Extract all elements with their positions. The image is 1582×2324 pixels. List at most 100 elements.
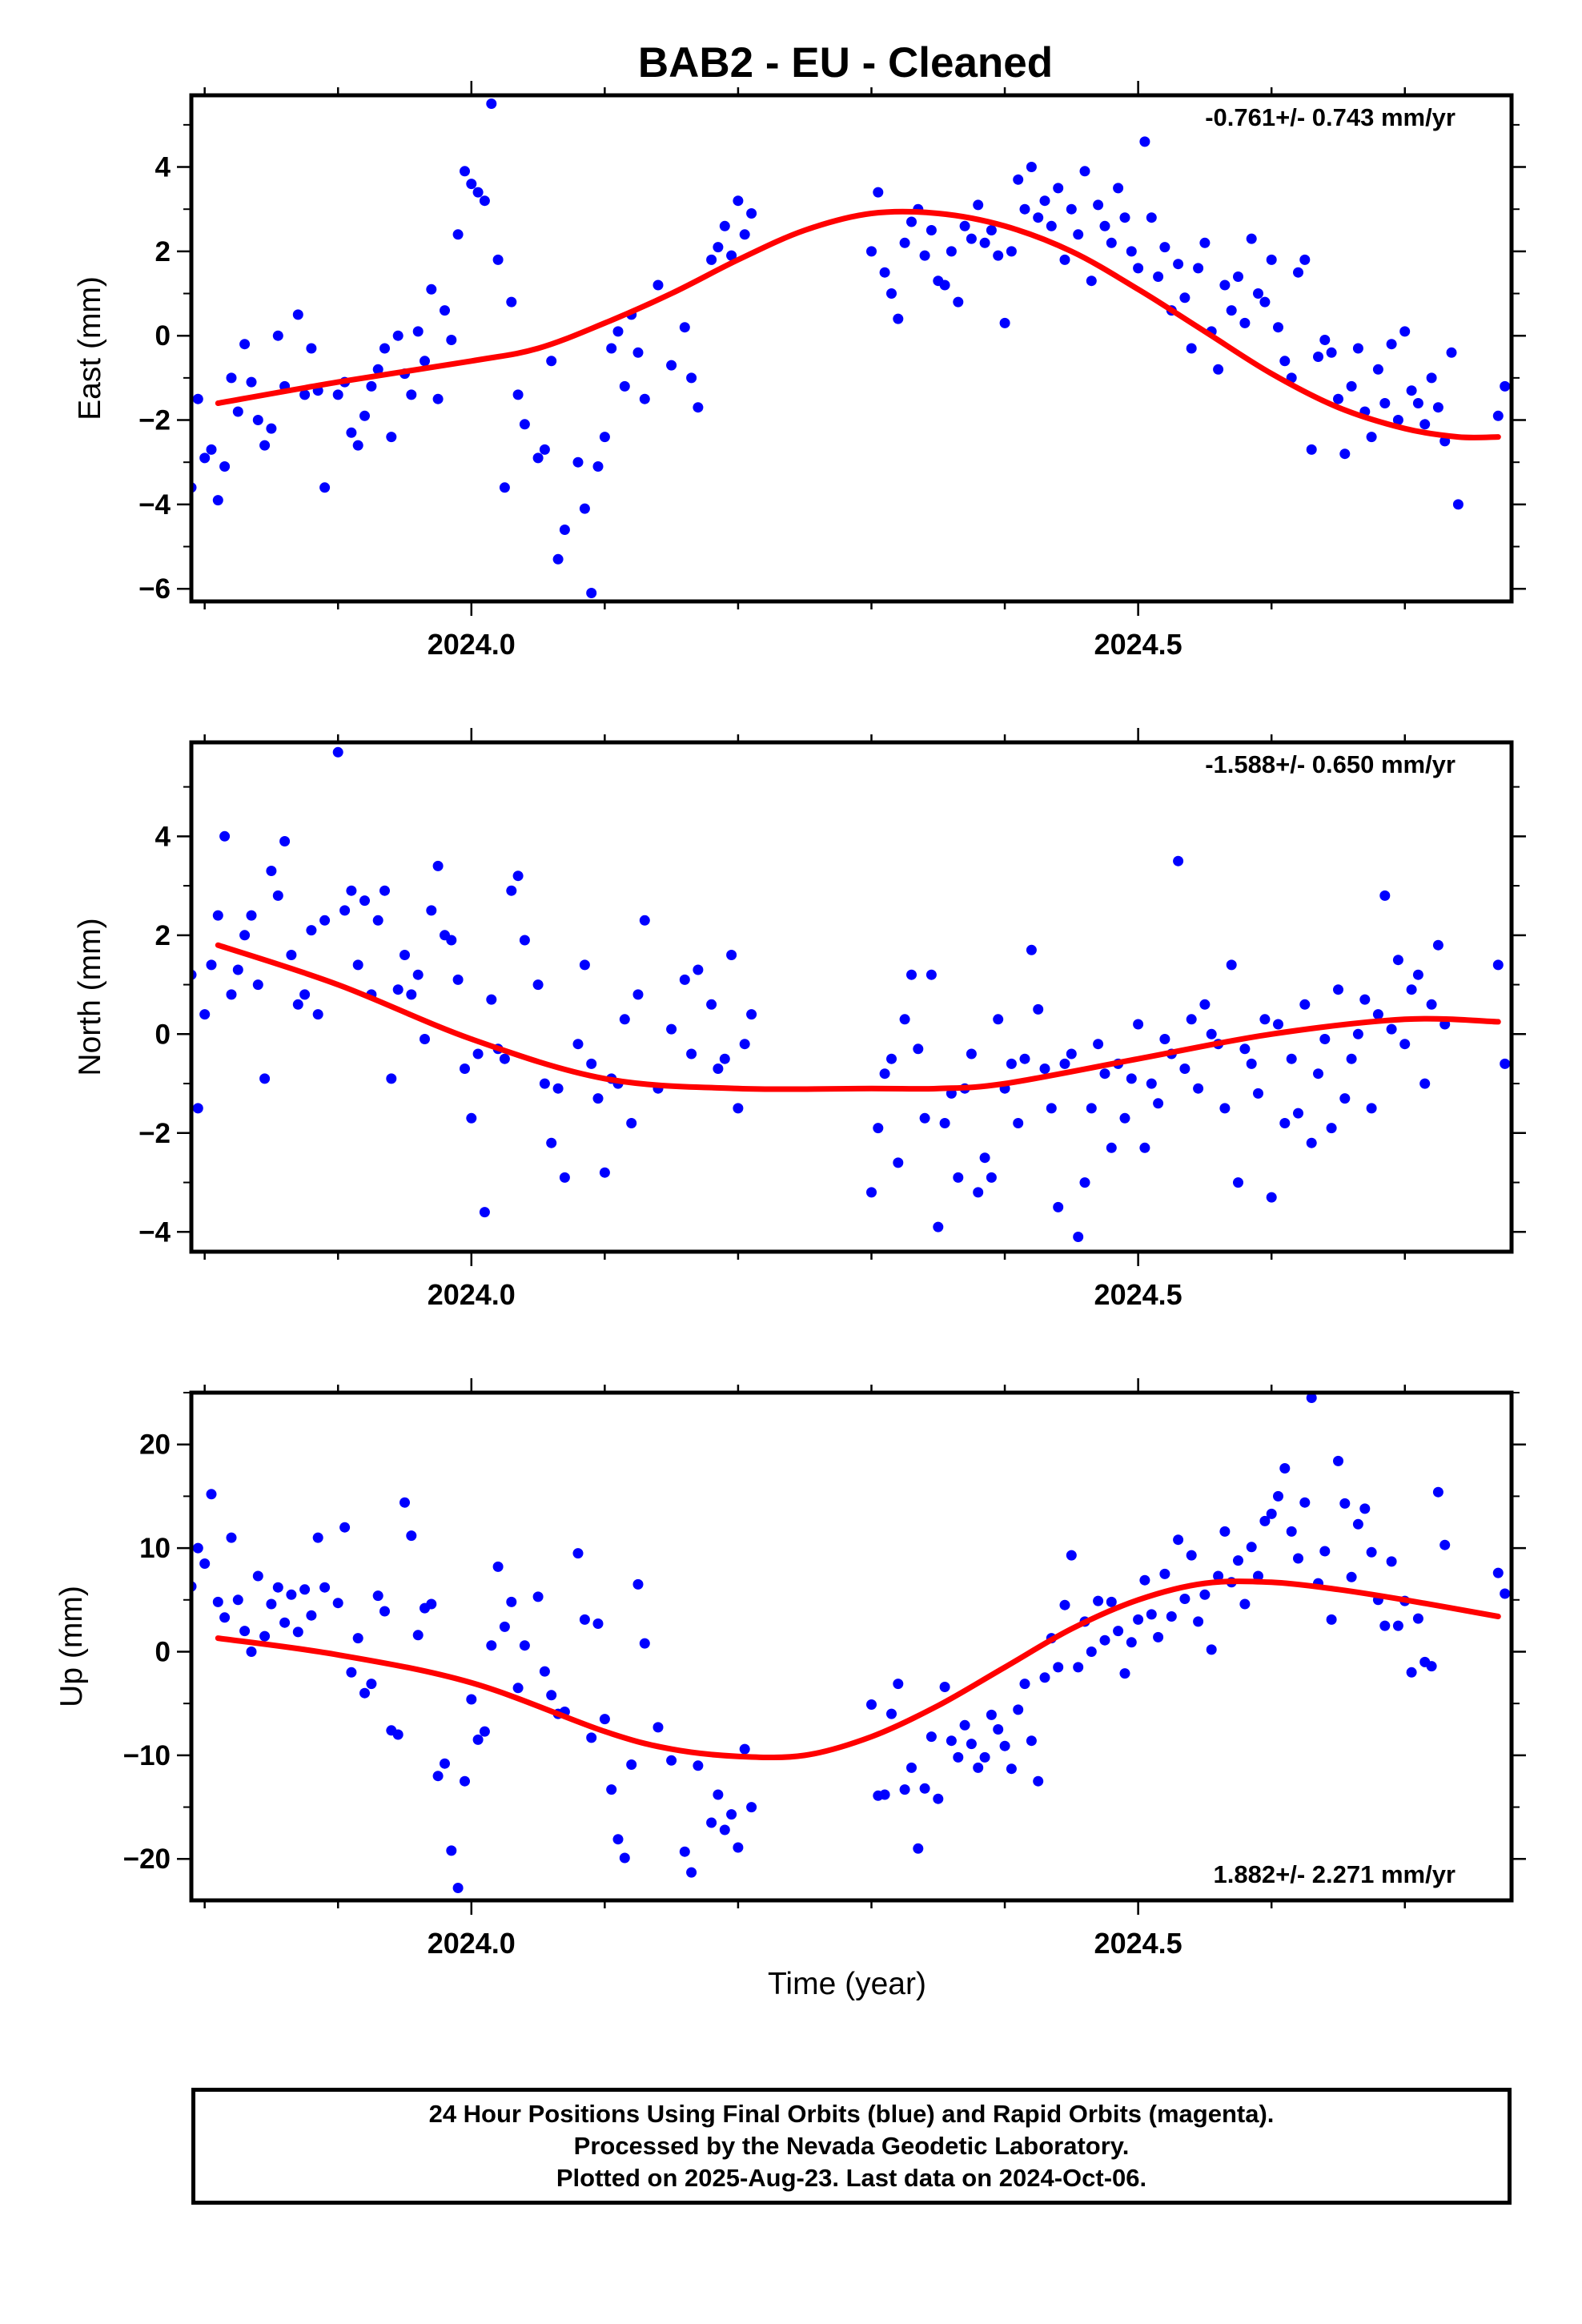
data-point bbox=[726, 950, 737, 960]
data-point bbox=[939, 1118, 950, 1128]
data-point bbox=[239, 1626, 251, 1637]
data-point bbox=[292, 309, 303, 320]
data-point bbox=[440, 1758, 450, 1769]
data-point bbox=[499, 1053, 510, 1064]
footer-line-3: Plotted on 2025-Aug-23. Last data on 202… bbox=[556, 2164, 1147, 2192]
data-point bbox=[632, 989, 644, 1000]
data-point bbox=[1266, 254, 1277, 265]
data-point bbox=[946, 1735, 957, 1747]
data-point bbox=[1412, 398, 1423, 408]
data-point bbox=[306, 1610, 317, 1621]
data-point bbox=[719, 220, 730, 231]
data-point bbox=[586, 1732, 597, 1743]
data-point bbox=[1059, 1058, 1070, 1069]
data-point bbox=[632, 1578, 644, 1590]
data-point bbox=[1306, 444, 1317, 455]
data-point bbox=[1313, 352, 1323, 362]
data-point bbox=[506, 885, 517, 896]
data-point bbox=[339, 905, 351, 916]
data-point bbox=[1372, 364, 1383, 375]
data-point bbox=[1039, 195, 1050, 207]
data-point bbox=[1326, 347, 1337, 358]
data-point bbox=[1039, 1063, 1050, 1074]
data-point bbox=[639, 915, 650, 926]
data-point bbox=[192, 1542, 203, 1554]
data-point bbox=[412, 326, 424, 337]
data-point bbox=[1066, 1048, 1077, 1059]
data-point bbox=[539, 444, 550, 455]
data-point bbox=[479, 1207, 490, 1218]
data-point bbox=[486, 99, 497, 109]
data-point bbox=[1093, 199, 1104, 211]
data-point bbox=[1213, 364, 1224, 375]
data-point bbox=[1352, 1028, 1363, 1039]
y-tick-label: −2 bbox=[139, 1118, 171, 1149]
data-point bbox=[352, 959, 363, 971]
data-point bbox=[1366, 1546, 1377, 1558]
data-point bbox=[272, 890, 283, 901]
data-point bbox=[1500, 1588, 1511, 1599]
data-point bbox=[1233, 1177, 1243, 1188]
data-point bbox=[440, 305, 450, 316]
data-point bbox=[879, 1068, 890, 1080]
data-point bbox=[1113, 1626, 1124, 1637]
data-point bbox=[306, 925, 317, 936]
data-point bbox=[446, 335, 457, 345]
data-point bbox=[1253, 1570, 1263, 1582]
data-point bbox=[713, 1063, 724, 1074]
data-point bbox=[599, 1167, 610, 1178]
data-point bbox=[1426, 999, 1437, 1010]
model-fit-line bbox=[215, 1578, 1501, 1761]
data-point bbox=[986, 1172, 997, 1183]
data-point bbox=[1366, 432, 1377, 443]
rate-label: 1.882+/- 2.271 mm/yr bbox=[1214, 1860, 1456, 1888]
data-point bbox=[219, 830, 231, 842]
data-point bbox=[492, 1561, 504, 1572]
y-tick-label: −2 bbox=[139, 405, 171, 436]
data-point bbox=[873, 1123, 884, 1134]
data-point bbox=[272, 330, 283, 341]
data-point bbox=[679, 322, 690, 333]
data-point bbox=[1279, 1463, 1291, 1474]
data-point bbox=[572, 1548, 584, 1559]
data-point bbox=[466, 1694, 477, 1705]
data-point bbox=[1500, 1058, 1511, 1069]
data-point bbox=[706, 999, 717, 1010]
data-point bbox=[679, 1846, 690, 1857]
data-point bbox=[239, 339, 251, 350]
data-point bbox=[232, 1594, 243, 1606]
data-point bbox=[906, 1762, 917, 1773]
y-tick-label: 0 bbox=[155, 1019, 171, 1050]
data-point bbox=[953, 1751, 964, 1763]
data-point bbox=[652, 1722, 664, 1733]
data-point bbox=[1273, 1019, 1283, 1030]
data-point bbox=[199, 452, 211, 464]
data-point bbox=[606, 343, 617, 354]
data-point bbox=[1179, 1063, 1191, 1074]
data-point bbox=[986, 1709, 997, 1720]
plot-frame bbox=[189, 1390, 1514, 1903]
data-point bbox=[1279, 356, 1291, 367]
model-fit-line bbox=[215, 942, 1501, 1092]
data-point bbox=[392, 984, 404, 995]
data-point bbox=[1233, 271, 1243, 282]
data-point bbox=[1113, 183, 1124, 194]
data-point bbox=[372, 1590, 383, 1602]
data-point bbox=[1106, 1596, 1117, 1607]
data-point bbox=[1086, 1647, 1097, 1657]
y-tick-label: 0 bbox=[155, 320, 171, 352]
data-point bbox=[899, 237, 910, 248]
data-point bbox=[400, 950, 410, 960]
data-point bbox=[1026, 162, 1037, 172]
data-point bbox=[1392, 415, 1403, 425]
data-point bbox=[866, 246, 877, 257]
data-point bbox=[1406, 984, 1417, 995]
data-point bbox=[219, 461, 231, 472]
plot-area bbox=[191, 1393, 1511, 1893]
data-point bbox=[666, 1023, 677, 1035]
data-point bbox=[259, 440, 271, 451]
data-point bbox=[1019, 1053, 1030, 1064]
data-point bbox=[713, 1789, 724, 1800]
data-point bbox=[1379, 1620, 1391, 1631]
data-point bbox=[406, 1530, 417, 1542]
